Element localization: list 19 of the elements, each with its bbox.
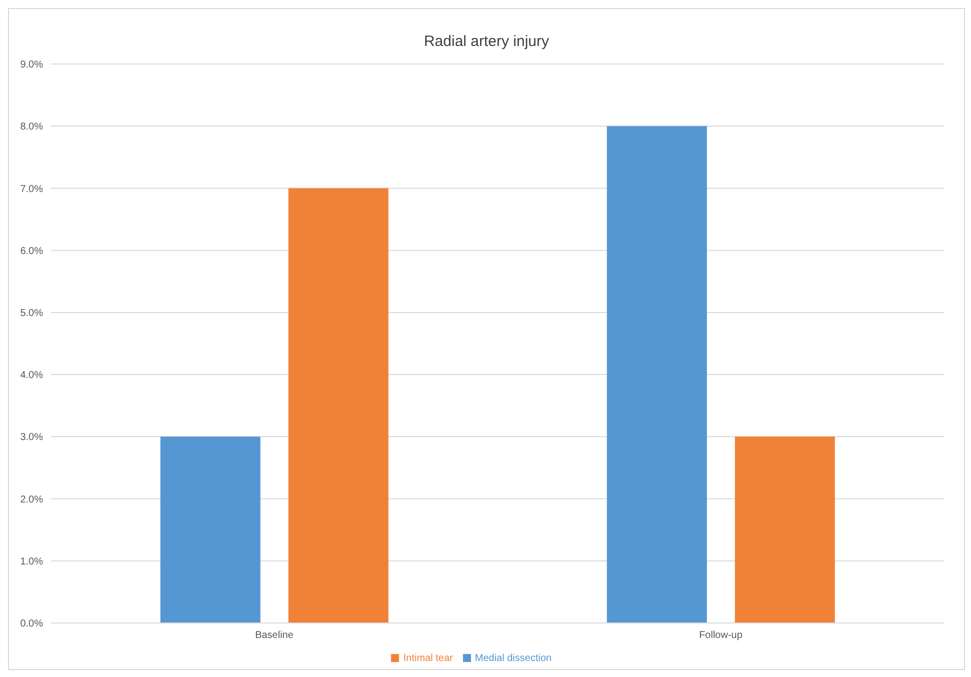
y-tick-label: 4.0% (20, 370, 44, 382)
chart-title: Radial artery injury (422, 32, 550, 52)
bar (160, 436, 260, 623)
legend-label: Medial dissection (474, 653, 552, 664)
y-tick-label: 9.0% (20, 60, 44, 71)
bar (606, 126, 707, 623)
x-tick-label: Follow-up (699, 630, 743, 642)
legend-label: Intimal tear (403, 653, 453, 664)
y-tick-label: 2.0% (20, 494, 44, 506)
y-tick-label: 8.0% (20, 122, 44, 133)
bar (734, 436, 835, 623)
y-tick-label: 3.0% (20, 432, 44, 444)
y-tick-label: 7.0% (20, 184, 44, 195)
y-tick-label: 6.0% (20, 246, 44, 257)
y-tick-label: 1.0% (20, 556, 44, 568)
bar (288, 188, 388, 623)
y-tick-label: 5.0% (20, 308, 44, 319)
y-tick-label: 0.0% (20, 618, 44, 630)
x-tick-label: Baseline (255, 630, 294, 642)
